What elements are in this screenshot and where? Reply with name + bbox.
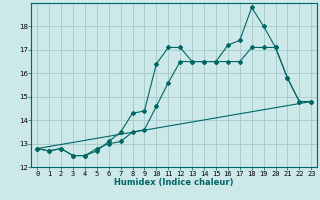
X-axis label: Humidex (Indice chaleur): Humidex (Indice chaleur) — [115, 178, 234, 187]
